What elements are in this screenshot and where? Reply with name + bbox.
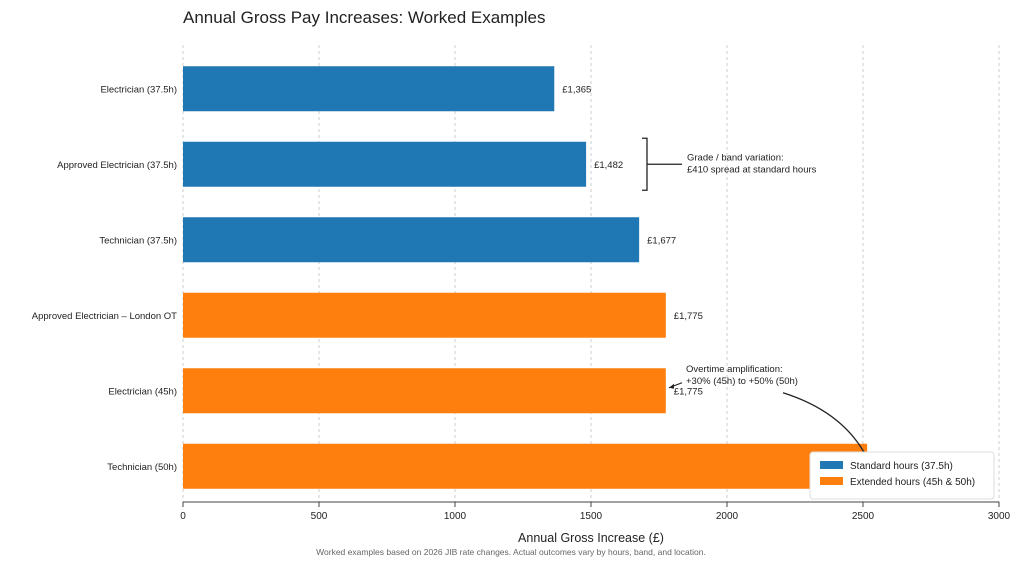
bracket-annotation [642, 137, 682, 191]
y-tick-label: Technician (37.5h) [99, 235, 177, 246]
annotation-text: £410 spread at standard hours [687, 164, 817, 175]
bar [183, 66, 555, 112]
bar [183, 368, 666, 414]
data-label: £1,775 [674, 386, 703, 397]
x-tick-label: 3000 [988, 511, 1011, 522]
y-tick-label: Electrician (45h) [108, 386, 177, 397]
x-tick-label: 1500 [580, 511, 603, 522]
x-tick-label: 500 [311, 511, 328, 522]
data-label: £1,365 [562, 84, 591, 95]
x-tick-label: 1000 [444, 511, 467, 522]
bar [183, 217, 640, 263]
data-label: £1,775 [674, 311, 703, 322]
bar [183, 292, 666, 338]
arrow-annotation [782, 392, 865, 453]
y-tick-label: Approved Electrician (37.5h) [57, 160, 177, 171]
chart-title: Annual Gross Pay Increases: Worked Examp… [183, 8, 546, 27]
annotation-text: Overtime amplification: [686, 364, 783, 375]
annotation-text: +30% (45h) to +50% (50h) [686, 376, 798, 387]
x-tick-label: 2500 [852, 511, 875, 522]
data-label: £1,677 [647, 235, 676, 246]
y-tick-label: Electrician (37.5h) [100, 84, 177, 95]
data-label: £1,482 [594, 160, 623, 171]
y-tick-label: Approved Electrician – London OT [32, 311, 177, 322]
x-tick-label: 0 [180, 511, 186, 522]
x-tick-label: 2000 [716, 511, 739, 522]
legend-label: Standard hours (37.5h) [850, 461, 953, 472]
bar [183, 443, 868, 489]
x-axis-label: Annual Gross Increase (£) [518, 531, 664, 545]
annotation-text: Grade / band variation: [687, 152, 784, 163]
legend-swatch [820, 477, 843, 485]
bar [183, 141, 587, 187]
y-tick-label: Technician (50h) [107, 462, 177, 473]
legend-label: Extended hours (45h & 50h) [850, 477, 975, 488]
arrow-head-icon [669, 383, 674, 389]
legend-box [809, 451, 995, 500]
legend-swatch [820, 461, 843, 469]
footnote: Worked examples based on 2026 JIB rate c… [316, 547, 706, 557]
